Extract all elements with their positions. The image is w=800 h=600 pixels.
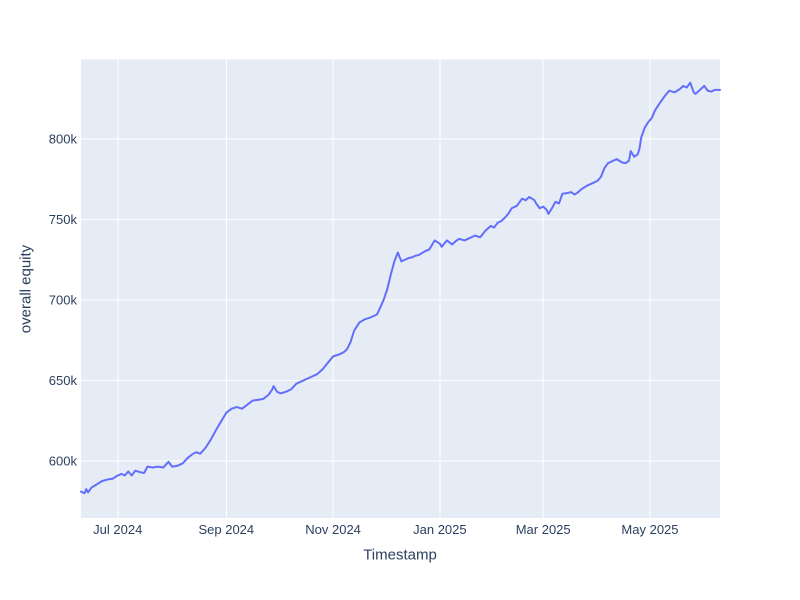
x-tick-label: Mar 2025 [516, 522, 571, 537]
plot-area[interactable] [81, 59, 720, 519]
y-tick-label: 800k [49, 132, 78, 147]
x-tick-label: May 2025 [621, 522, 678, 537]
x-tick-label: Nov 2024 [305, 522, 361, 537]
y-tick-label: 700k [49, 293, 78, 308]
y-tick-label: 650k [49, 373, 78, 388]
equity-line-series[interactable] [80, 81, 721, 495]
x-tick-label: Jan 2025 [413, 522, 467, 537]
x-tick-label: Sep 2024 [198, 522, 254, 537]
y-tick-label: 600k [49, 454, 78, 469]
x-tick-label: Jul 2024 [93, 522, 142, 537]
y-tick-label: 750k [49, 212, 78, 227]
